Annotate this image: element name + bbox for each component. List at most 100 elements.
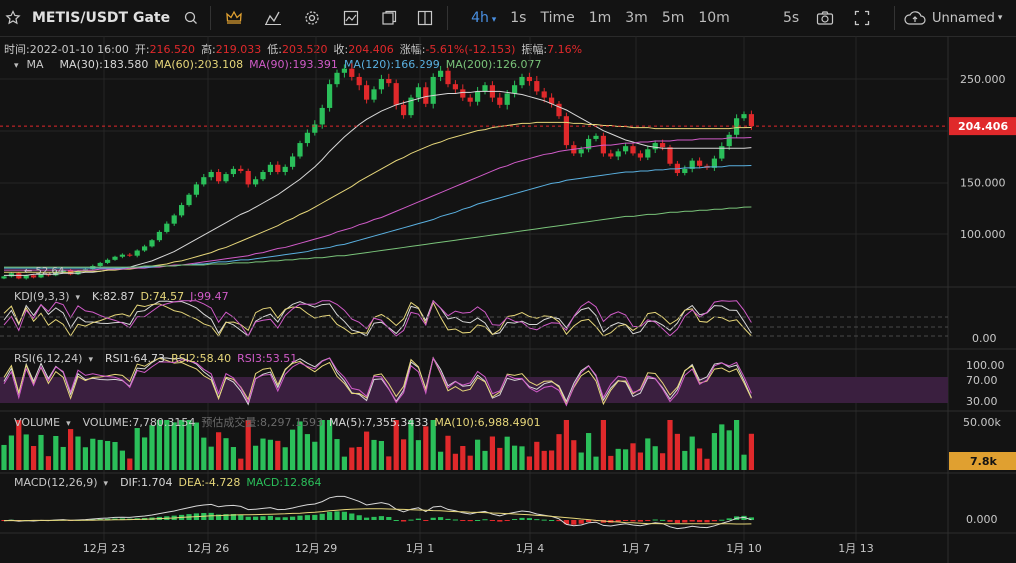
- candle-body: [304, 132, 310, 144]
- time-tick-label: 1月 13: [838, 542, 874, 555]
- macd-bar: [482, 519, 488, 521]
- candle-body: [260, 172, 266, 180]
- chart-template-icon[interactable]: [331, 0, 371, 36]
- volume-bar: [186, 420, 192, 470]
- toolbar-divider: [894, 6, 895, 30]
- chart-canvas[interactable]: 250.000 150.000 100.000 204.406 0.00 100.00 70…: [0, 36, 1016, 563]
- camera-icon[interactable]: [812, 0, 838, 36]
- macd-bar: [438, 517, 444, 520]
- crown-icon[interactable]: [215, 0, 253, 36]
- candle-body: [53, 272, 59, 276]
- macd-legend[interactable]: MACD(12,26,9) ▾ DIF:1.704 DEA:-4.728 MACD:12…: [14, 476, 328, 489]
- macd-bar: [371, 516, 377, 520]
- chevron-down-icon: ▾: [103, 479, 109, 489]
- timeframe-time[interactable]: Time: [540, 10, 575, 26]
- macd-bar: [423, 520, 429, 521]
- volume-bar: [637, 452, 643, 470]
- candle-body: [748, 114, 754, 127]
- volume-bar: [149, 425, 155, 470]
- candle-body: [290, 156, 296, 167]
- cloud-save-button[interactable]: Unnamed ▾: [904, 0, 1002, 36]
- symbol-title[interactable]: METIS/USDT Gate: [32, 10, 171, 26]
- macd-bar: [652, 519, 658, 521]
- volume-bar: [31, 446, 37, 470]
- candle-body: [319, 107, 325, 125]
- time-tick-label: 1月 4: [516, 542, 545, 555]
- macd-bar: [208, 512, 214, 520]
- volume-bar: [334, 439, 340, 470]
- macd-bar: [711, 520, 717, 522]
- volume-bar: [734, 420, 740, 470]
- timeframe-3m[interactable]: 3m: [625, 10, 648, 26]
- candle-body: [460, 89, 466, 98]
- volume-bar: [645, 438, 651, 470]
- candle-body: [423, 87, 429, 104]
- macd-bar: [245, 516, 251, 520]
- timeframe-label: 4h: [471, 10, 489, 26]
- volume-bar: [682, 450, 688, 470]
- indicators-icon[interactable]: [253, 0, 293, 36]
- macd-bar: [304, 515, 310, 520]
- candle-body: [267, 164, 273, 172]
- candle-body: [186, 194, 192, 206]
- search-icon[interactable]: [176, 0, 206, 36]
- ma120-value: MA(120):166.299: [343, 58, 440, 71]
- timeframe-5m[interactable]: 5m: [661, 10, 685, 26]
- volume-bar: [60, 446, 66, 470]
- volume-bar: [275, 440, 281, 470]
- candle-body: [667, 147, 673, 164]
- candle-body: [171, 215, 177, 224]
- ohlc-low-label: 低:: [267, 43, 282, 56]
- rsi-legend[interactable]: RSI(6,12,24) ▾ RSI1:64.73 RSI2:58.40 RSI3:53…: [14, 352, 303, 365]
- macd-bar: [615, 520, 621, 522]
- fullscreen-icon[interactable]: [850, 0, 874, 36]
- volume-bar: [97, 439, 103, 470]
- ohlc-change-label: 涨幅:: [399, 43, 426, 56]
- candle-body: [674, 163, 680, 174]
- candle-body: [526, 76, 532, 82]
- macd-bar: [230, 514, 236, 520]
- ohlc-time: 时间:2022-01-10 16:00: [4, 43, 129, 56]
- candle-body: [600, 135, 606, 154]
- rsi-tick-label: 100.00: [966, 359, 1005, 372]
- volume-name: VOLUME: [14, 416, 61, 429]
- layout-name: Unnamed: [932, 10, 995, 26]
- macd-bar: [541, 519, 547, 521]
- kdj-legend[interactable]: KDJ(9,3,3) ▾ K:82.87 D:74.57 J:99.47: [14, 290, 235, 303]
- star-icon[interactable]: [0, 0, 26, 36]
- macd-bar: [282, 517, 288, 520]
- volume-bar: [164, 420, 170, 470]
- ohlc-legend: 时间:2022-01-10 16:00开:216.520高:219.033低:2…: [4, 41, 588, 57]
- volume-bar: [415, 440, 421, 470]
- macd-bar: [119, 518, 125, 520]
- timeframe-4h[interactable]: 4h ▾: [464, 10, 503, 26]
- macd-bar: [556, 520, 562, 522]
- split-layout-icon[interactable]: [407, 0, 443, 36]
- price-tick-label: 150.000: [960, 176, 1006, 189]
- timeframe-10m[interactable]: 10m: [698, 10, 730, 26]
- candle-body: [90, 266, 96, 270]
- last-price-label: 204.406: [958, 120, 1008, 133]
- volume-bar: [230, 447, 236, 470]
- macd-bar: [512, 519, 518, 520]
- time-tick-label: 12月 23: [83, 542, 126, 555]
- interval-select[interactable]: 5s: [783, 10, 800, 26]
- timeframe-1m[interactable]: 1m: [588, 10, 612, 26]
- macd-name: MACD(12,26,9): [14, 476, 98, 489]
- volume-bar: [16, 420, 22, 470]
- candle-body: [356, 76, 362, 86]
- macd-bar: [364, 517, 370, 520]
- macd-bar: [660, 519, 666, 521]
- candle-body: [608, 153, 614, 157]
- volume-bar: [600, 420, 606, 470]
- macd-dif-line: [3, 495, 752, 530]
- volume-last-label: 7.8k: [970, 455, 997, 468]
- gear-icon[interactable]: [293, 0, 331, 36]
- candle-body: [475, 91, 481, 102]
- layers-icon[interactable]: [371, 0, 407, 36]
- volume-bar: [8, 435, 14, 470]
- candle-body: [534, 81, 540, 92]
- timeframe-1s[interactable]: 1s: [510, 10, 527, 26]
- volume-legend[interactable]: VOLUME ▾ VOLUME:7,780.3154 预估成交量:8,297.1593…: [14, 414, 547, 430]
- candle-body: [16, 273, 22, 279]
